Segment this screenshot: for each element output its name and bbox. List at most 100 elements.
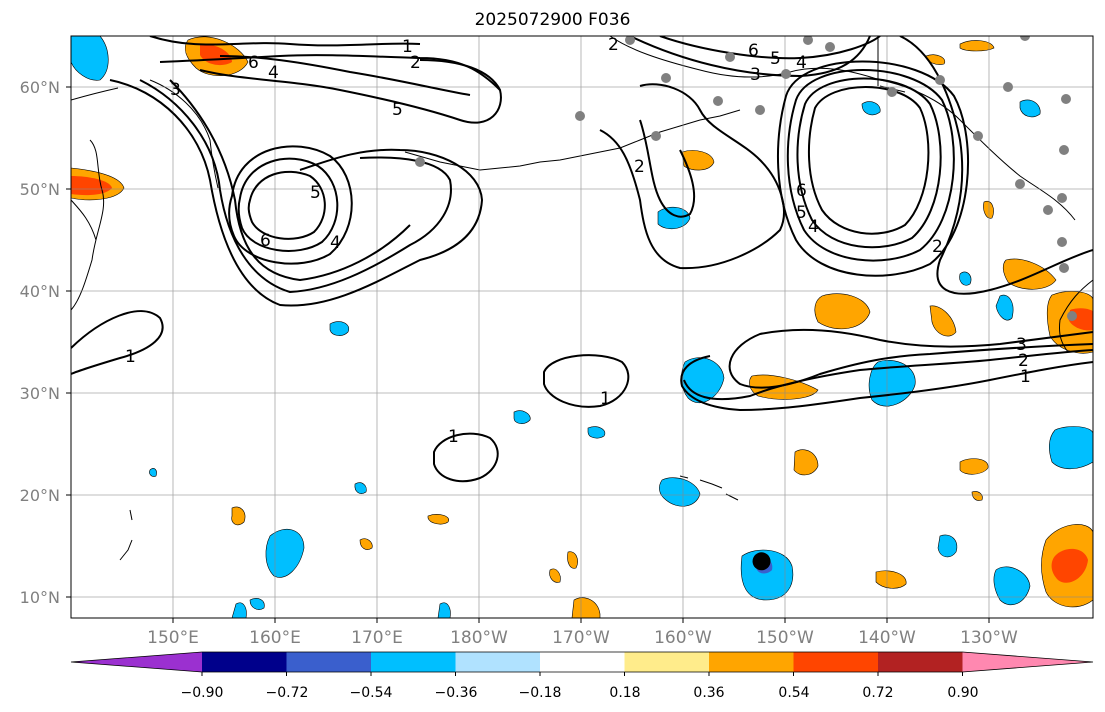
negative-anomaly	[231, 602, 247, 618]
contour-jet-mid	[139, 79, 452, 294]
contour-label: 2	[410, 53, 421, 73]
station-marker	[1020, 36, 1030, 41]
contour-1-northwest	[149, 36, 421, 47]
colorbar-segment	[286, 652, 372, 672]
contour-label: 6	[796, 181, 807, 201]
contour-label: 5	[770, 49, 781, 69]
station-marker	[825, 42, 835, 52]
colorbar-tick-label: 0.36	[693, 685, 724, 701]
contour-label: 2	[1018, 351, 1029, 371]
contour-jet-outer	[109, 79, 484, 307]
station-marker	[661, 73, 671, 83]
contour-label: 6	[748, 41, 759, 61]
station-marker	[935, 75, 945, 85]
negative-anomaly	[959, 271, 972, 286]
contour-label: 3	[750, 65, 761, 85]
positive-anomaly	[959, 458, 989, 475]
lat-label: 20°N	[20, 486, 60, 505]
station-marker	[781, 69, 791, 79]
colorbar-extend-low	[71, 652, 202, 672]
colorbar-segment	[371, 652, 456, 672]
colorbar-tick-labels: −0.90 −0.72 −0.54 −0.36 −0.18 0.18 0.36 …	[181, 685, 979, 701]
lat-label: 40°N	[20, 282, 60, 301]
station-marker	[1015, 179, 1025, 189]
negative-anomaly	[861, 101, 881, 116]
negative-anomaly	[1049, 426, 1093, 470]
map-title: 2025072900 F036	[474, 10, 631, 30]
positive-anomaly	[549, 568, 561, 583]
station-marker	[755, 105, 765, 115]
station-marker	[887, 87, 897, 97]
colorbar-segment	[624, 652, 710, 672]
negative-anomaly	[329, 321, 350, 336]
map-frame	[70, 35, 1094, 619]
contour-1-subtropical	[680, 355, 1093, 412]
contour-1-west	[71, 310, 164, 375]
colorbar-tick-label: −0.90	[181, 685, 224, 701]
negative-anomaly	[265, 528, 305, 578]
negative-anomaly	[249, 598, 265, 610]
colorbar-extend-high	[962, 652, 1093, 672]
lon-label: 160°E	[249, 628, 301, 648]
lat-axis	[66, 86, 71, 598]
lon-axis	[172, 618, 990, 623]
contour-label: 2	[932, 237, 943, 257]
colorbar-tick-label: 0.18	[609, 685, 640, 701]
lon-label: 130°W	[960, 628, 1018, 648]
contour-6-high-east	[807, 86, 930, 235]
station-marker	[973, 131, 983, 141]
station-marker	[625, 36, 635, 45]
coastline-aleutians	[404, 109, 741, 171]
contour-2-east	[899, 36, 1093, 295]
colorbar-segment	[709, 652, 794, 672]
colorbar-tick-label: 0.54	[778, 685, 809, 701]
colorbar-tick-label: −0.18	[519, 685, 562, 701]
negative-anomaly	[657, 206, 691, 230]
station-marker	[1061, 94, 1071, 104]
station-marker	[1057, 237, 1067, 247]
contour-label: 2	[608, 35, 619, 55]
contour-label: 6	[248, 53, 259, 73]
contour-2-subtropical	[683, 349, 1093, 401]
contour-label: 5	[310, 183, 321, 203]
lon-label: 170°E	[351, 628, 403, 648]
lon-label: 180°W	[450, 628, 508, 648]
negative-anomaly	[587, 426, 606, 439]
contour-4-low-west	[228, 145, 353, 265]
contour-4-high-east	[786, 69, 955, 262]
contour-1-center	[543, 354, 630, 408]
colorbar-tick-label: −0.54	[350, 685, 393, 701]
positive-anomaly	[793, 449, 819, 476]
contour-label: 1	[448, 427, 459, 447]
colorbar-segment	[878, 652, 963, 672]
contour-label: 4	[796, 53, 807, 73]
contour-label: 6	[260, 231, 271, 251]
contour-1-south	[433, 432, 499, 483]
contour-label: 3	[1016, 335, 1027, 355]
lat-label: 50°N	[20, 180, 60, 199]
positive-anomaly	[681, 150, 715, 171]
contour-6-low-west	[247, 170, 326, 240]
negative-anomaly	[995, 294, 1014, 321]
negative-anomaly	[993, 566, 1031, 606]
contour-label: 4	[330, 233, 341, 253]
lon-label: 140°W	[858, 628, 916, 648]
colorbar-segment	[202, 652, 287, 672]
contour-label: 1	[600, 389, 611, 409]
negative-anomaly	[71, 36, 109, 81]
contour-2-aleutian	[599, 83, 785, 270]
contour-label: 4	[808, 217, 819, 237]
contour-2-trough	[639, 119, 696, 218]
positive-anomaly	[875, 570, 907, 589]
positive-anomaly	[983, 200, 994, 219]
negative-anomaly	[513, 410, 531, 424]
coastlines	[71, 36, 1093, 561]
station-marker	[1059, 145, 1069, 155]
positive-anomaly	[231, 506, 246, 526]
station-marker	[415, 157, 425, 167]
lat-label: 30°N	[20, 384, 60, 403]
colorbar	[70, 651, 1094, 676]
contour-jet-inner1	[169, 79, 411, 282]
positive-anomaly	[971, 491, 983, 501]
coastline-islands	[119, 509, 133, 561]
